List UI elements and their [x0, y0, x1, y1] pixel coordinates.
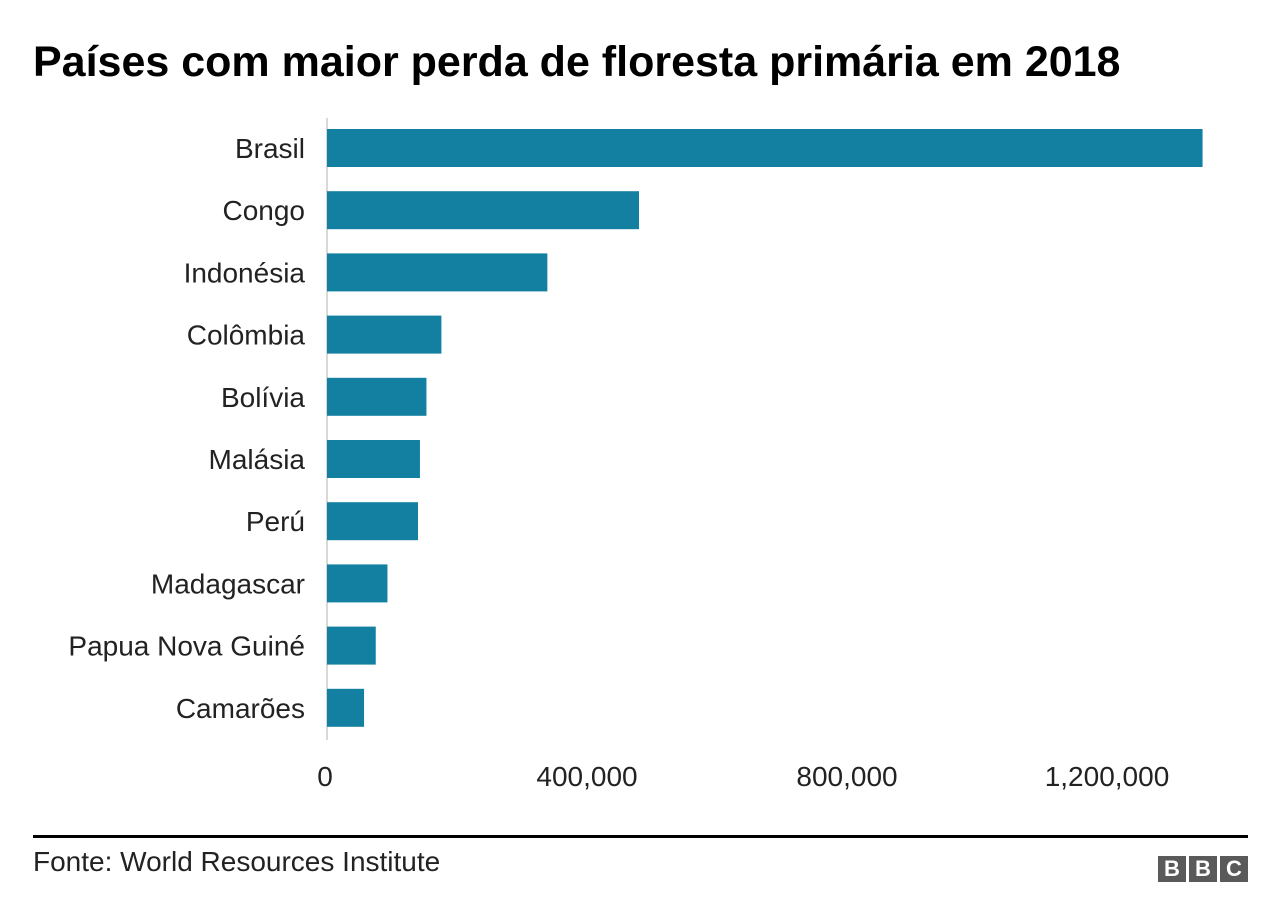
category-label: Indonésia [184, 257, 306, 288]
bar [327, 315, 442, 354]
bar [327, 626, 376, 665]
logo-letter: C [1220, 856, 1248, 882]
x-tick-label: 1,200,000 [1045, 761, 1170, 792]
bar [327, 440, 420, 478]
logo-letter: B [1189, 856, 1217, 882]
category-label: Madagascar [151, 568, 305, 599]
x-tick-label: 800,000 [796, 761, 897, 792]
bar [327, 564, 388, 603]
bar [327, 502, 418, 541]
x-tick-label: 400,000 [536, 761, 637, 792]
bar [327, 191, 639, 230]
category-label: Colômbia [187, 320, 306, 351]
bar [327, 377, 427, 416]
category-label: Malásia [209, 444, 306, 475]
category-label: Brasil [235, 133, 305, 164]
x-tick-label: 0 [317, 761, 333, 792]
bar [327, 688, 365, 727]
footer-divider [33, 835, 1248, 838]
category-label: Congo [222, 195, 305, 226]
category-label: Papua Nova Guiné [68, 631, 305, 662]
category-label: Bolívia [221, 382, 305, 413]
bar [327, 129, 1203, 167]
bar [327, 253, 548, 292]
bbc-logo: B B C [1158, 856, 1248, 882]
bar-chart: Brasil Congo Indonésia Colômbia Bolívia Malás… [68, 118, 1203, 792]
category-label: Camarões [176, 693, 305, 724]
chart-title: Países com maior perda de floresta primá… [33, 38, 1121, 86]
logo-letter: B [1158, 856, 1186, 882]
category-label: Perú [246, 506, 305, 537]
source-note: Fonte: World Resources Institute [33, 846, 441, 877]
